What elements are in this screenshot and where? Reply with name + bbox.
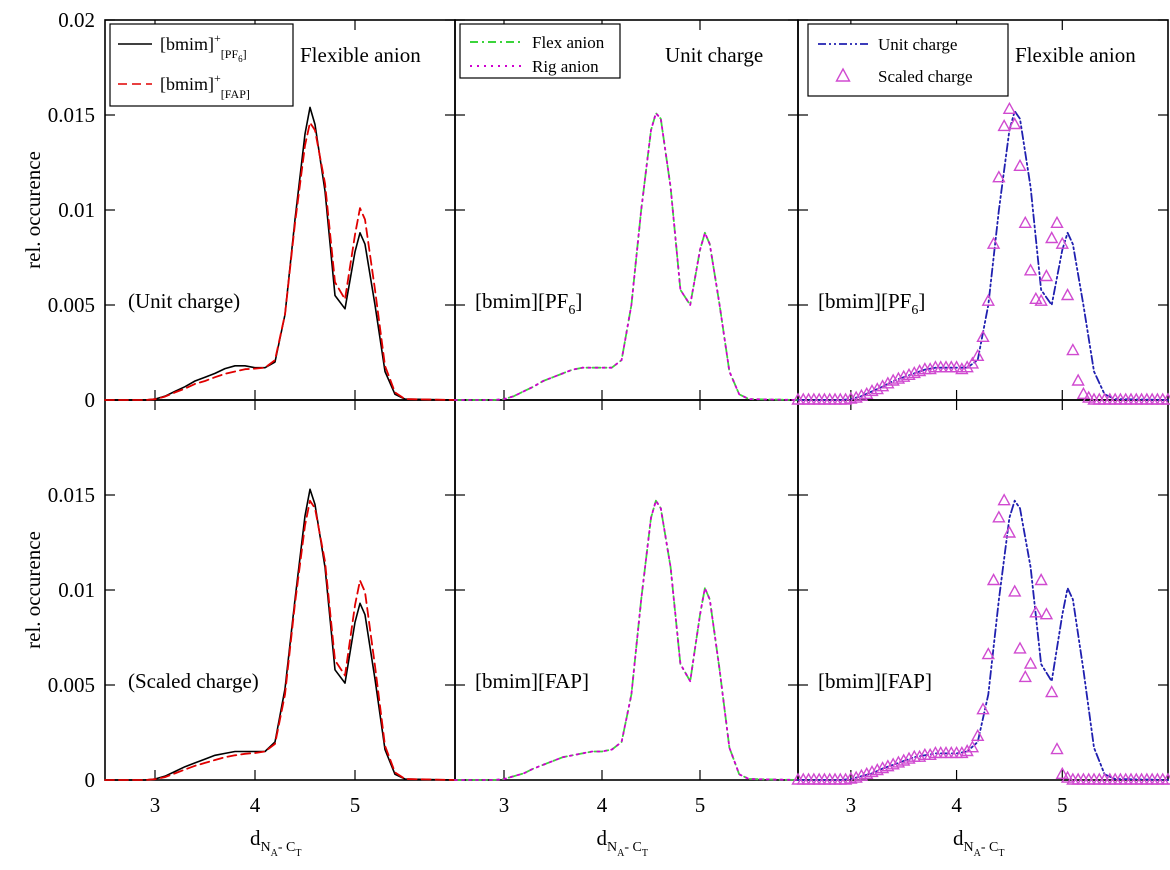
panel-annotation: [bmim][FAP] <box>475 669 589 693</box>
scaled-charge-marker <box>1041 271 1052 281</box>
x-axis-label: dNA- CT <box>597 826 648 859</box>
panel-annotation: (Scaled charge) <box>128 669 259 693</box>
scaled-charge-marker <box>1057 238 1068 248</box>
y-axis-label: rel. occurence <box>21 151 45 269</box>
scaled-charge-marker <box>1062 290 1073 300</box>
scaled-charge-marker <box>1009 586 1020 596</box>
y-tick-label: 0.005 <box>48 293 95 317</box>
scaled-charge-marker <box>1015 643 1026 653</box>
y-tick-label: 0.005 <box>48 673 95 697</box>
series-lines <box>105 107 1168 780</box>
x-tick-label: 4 <box>597 793 608 817</box>
legend-label: Unit charge <box>878 35 957 54</box>
scaled-charge-marker <box>1025 658 1036 668</box>
y-tick-label: 0 <box>85 388 96 412</box>
panel-annotation: [bmim][FAP] <box>818 669 932 693</box>
scaled-charge-marker <box>999 120 1010 130</box>
scaled-charge-marker <box>1067 345 1078 355</box>
panel-annotation: (Unit charge) <box>128 289 240 313</box>
scaled-charge-marker <box>1015 160 1026 170</box>
series-line <box>798 111 1168 400</box>
scaled-charge-marker <box>988 238 999 248</box>
y-tick-label: 0.01 <box>58 198 95 222</box>
x-axis-label: dNA- CT <box>250 826 301 859</box>
x-tick-label: 3 <box>150 793 161 817</box>
series-line <box>105 123 455 400</box>
series-line <box>455 501 798 780</box>
panel-annotation: [bmim][PF6] <box>475 289 582 318</box>
scaled-charge-marker <box>988 575 999 585</box>
panel-title: Flexible anion <box>300 43 421 67</box>
scaled-charge-marker <box>1046 233 1057 243</box>
series-line <box>105 501 455 780</box>
scaled-charge-marker <box>993 512 1004 522</box>
panel-title: Flexible anion <box>1015 43 1136 67</box>
series-line <box>105 107 455 400</box>
y-tick-label: 0.015 <box>48 483 95 507</box>
scaled-charge-marker <box>1073 375 1084 385</box>
x-tick-label: 3 <box>846 793 857 817</box>
scaled-charge-marker <box>1052 217 1063 227</box>
scaled-charge-marker <box>1020 217 1031 227</box>
y-axis-label: rel. occurence <box>21 531 45 649</box>
legend-label: Scaled charge <box>878 67 973 86</box>
series-line <box>455 501 798 780</box>
x-tick-label: 4 <box>250 793 261 817</box>
scaled-charge-marker <box>1046 687 1057 697</box>
scaled-charge-marker <box>978 704 989 714</box>
x-axis-label: dNA- CT <box>953 826 1004 859</box>
x-tick-label: 5 <box>1057 793 1068 817</box>
y-tick-label: 0.01 <box>58 578 95 602</box>
panel-title: Unit charge <box>665 43 763 67</box>
panel-frame <box>798 400 1168 780</box>
scaled-charge-marker <box>999 495 1010 505</box>
scaled-charge-marker <box>1020 671 1031 681</box>
chart-text: 0 0 0.005 0.005 0.01 0.01 0.015 0.015 0.02 3 4 5 3 4 5… <box>21 8 1136 859</box>
x-tick-label: 5 <box>695 793 706 817</box>
series-line <box>105 489 455 780</box>
panel-annotation: [bmim][PF6] <box>818 289 925 318</box>
y-tick-label: 0.02 <box>58 8 95 32</box>
scaled-charge-marker <box>1036 575 1047 585</box>
scaled-charge-marker <box>1025 265 1036 275</box>
scaled-charge-marker <box>1052 744 1063 754</box>
scaled-charge-marker <box>1041 609 1052 619</box>
y-tick-label: 0 <box>85 768 96 792</box>
scaled-charge-marker <box>1004 103 1015 113</box>
panel-frame <box>455 400 798 780</box>
x-tick-label: 5 <box>350 793 361 817</box>
scaled-charge-marker <box>1004 527 1015 537</box>
legend-label: Rig anion <box>532 57 599 76</box>
legend-label: Flex anion <box>532 33 605 52</box>
series-line <box>455 113 798 400</box>
series-line <box>798 501 1168 780</box>
y-tick-label: 0.015 <box>48 103 95 127</box>
series-line <box>455 113 798 400</box>
x-tick-label: 3 <box>499 793 510 817</box>
x-tick-label: 4 <box>951 793 962 817</box>
